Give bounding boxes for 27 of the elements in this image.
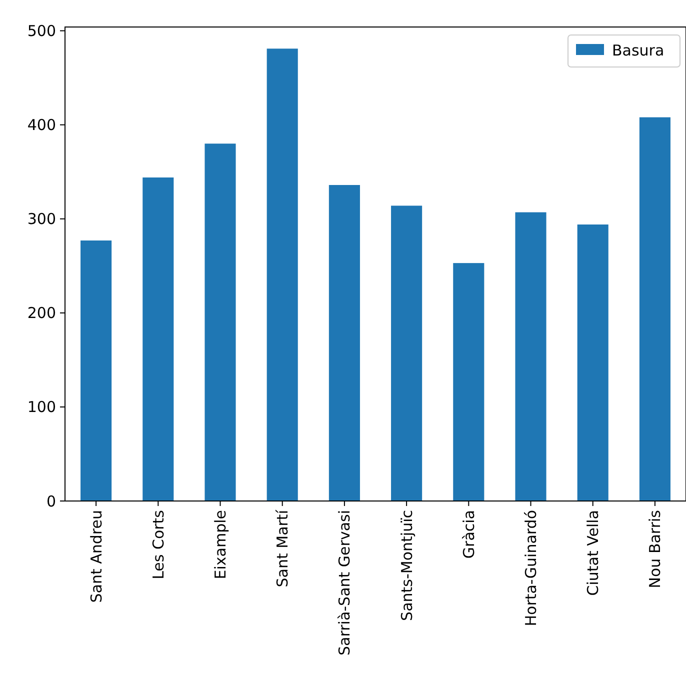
x-tick-label: Gràcia	[460, 510, 478, 559]
x-tick-label: Eixample	[212, 510, 230, 580]
bar	[266, 48, 298, 501]
x-tick-label: Sants-Montjuïc	[398, 510, 416, 621]
x-tick-label: Sarrià-Sant Gervasi	[336, 510, 354, 656]
x-tick-label: Ciutat Vella	[584, 510, 602, 596]
bar	[453, 263, 484, 501]
y-tick-label: 0	[46, 492, 56, 510]
bar	[515, 212, 546, 501]
y-tick-label: 100	[27, 398, 56, 416]
x-tick-label: Les Corts	[149, 510, 168, 580]
x-tick-label: Horta-Guinardó	[522, 510, 540, 626]
y-tick-label: 500	[27, 22, 56, 40]
bar	[391, 206, 422, 501]
y-tick-label: 400	[27, 116, 56, 134]
x-tick-label: Sant Martí	[274, 509, 292, 588]
x-tick-label: Sant Andreu	[87, 510, 106, 603]
x-tick-label: Nou Barris	[646, 510, 664, 588]
bar	[204, 144, 236, 501]
bar	[577, 224, 608, 501]
legend-label: Basura	[612, 41, 664, 60]
bar	[142, 177, 174, 501]
bar	[80, 240, 112, 501]
y-tick-label: 200	[27, 304, 56, 322]
y-tick-label: 300	[27, 210, 56, 228]
bar	[639, 117, 670, 501]
bar	[328, 185, 360, 501]
